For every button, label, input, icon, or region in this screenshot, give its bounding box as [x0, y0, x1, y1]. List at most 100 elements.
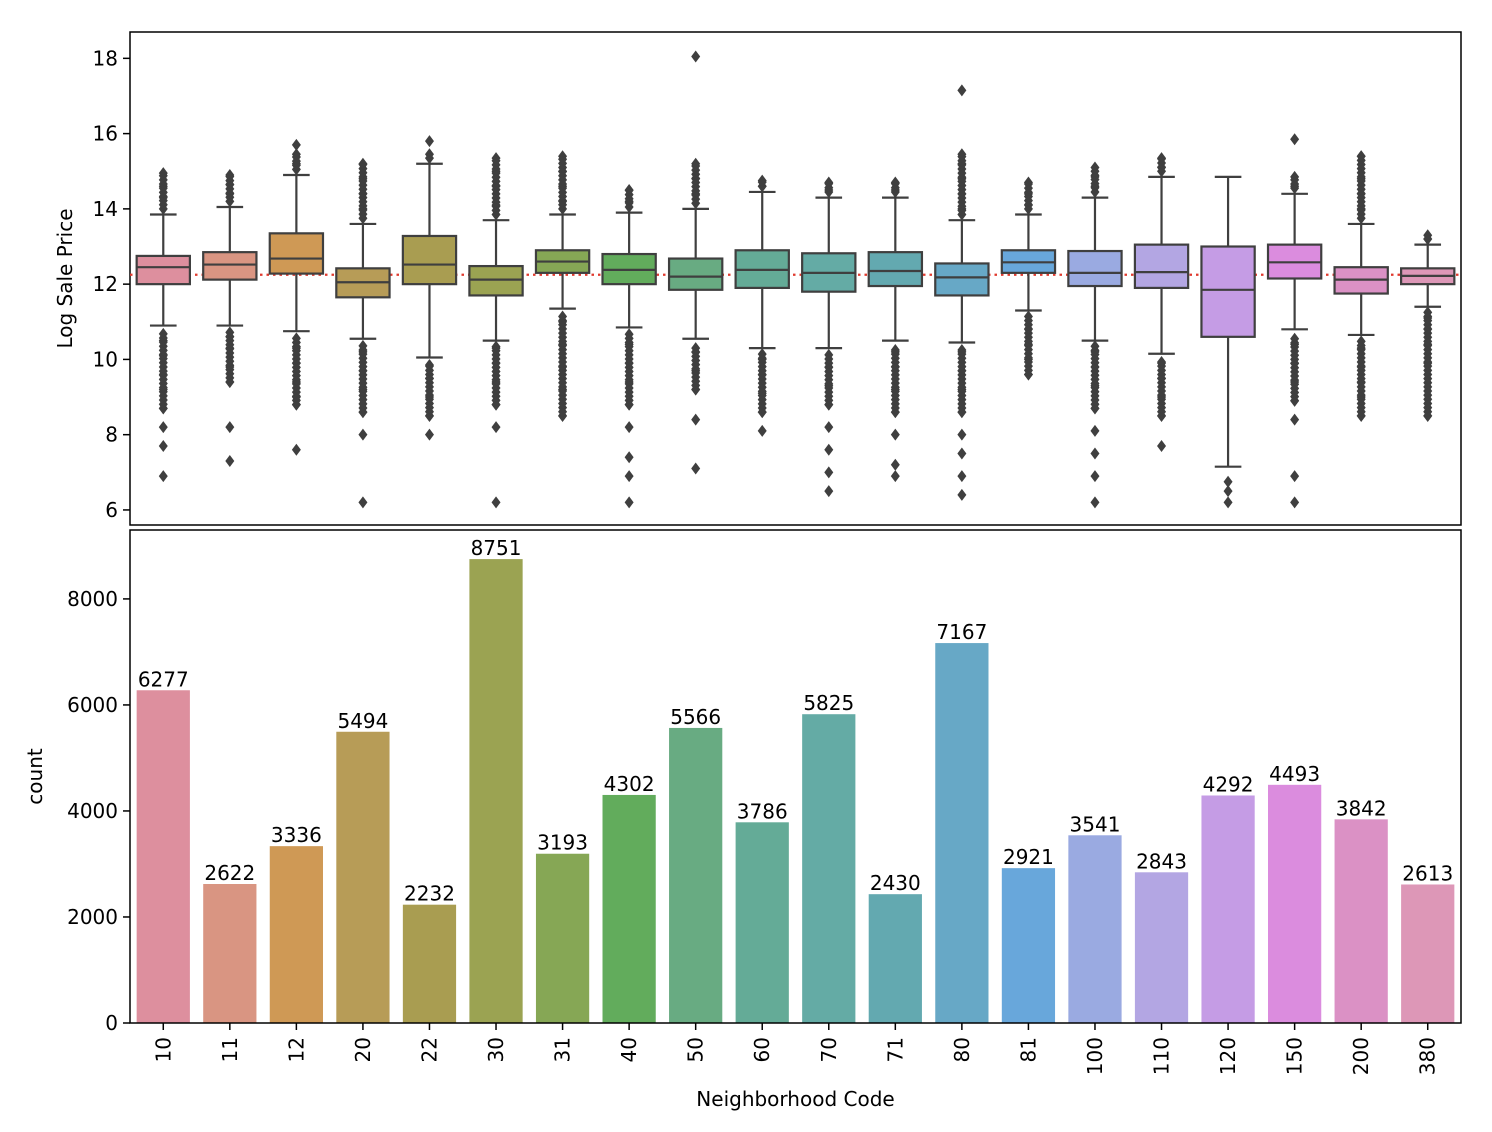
flier-low — [824, 421, 834, 434]
box-iqr — [468, 264, 524, 297]
barchart-x-tick-label: 10 — [151, 1037, 175, 1062]
barchart-y-tick-label: 6000 — [67, 693, 118, 717]
flier-low — [1223, 485, 1233, 498]
boxplot-y-tick-label: 16 — [93, 122, 118, 146]
flier-low — [491, 496, 501, 509]
flier-low — [1290, 470, 1300, 483]
flier-low — [624, 451, 634, 464]
barchart-x-tick-label: 31 — [551, 1037, 575, 1062]
flier-low — [1223, 475, 1233, 488]
flier-low — [491, 340, 501, 353]
flier-low — [1223, 496, 1233, 509]
flier-low — [1423, 306, 1433, 319]
flier-low — [957, 428, 967, 441]
flier-high — [1023, 178, 1033, 191]
flier-low — [225, 326, 235, 339]
box-iqr — [268, 232, 325, 275]
barchart-x-tick-label: 380 — [1416, 1037, 1440, 1075]
flier-high — [491, 154, 501, 167]
barchart-panel: 6277 2622 3336 5494 2232 8751 3193 4302 5566 3786… — [23, 529, 1462, 1111]
flier-high — [291, 150, 301, 163]
barchart-x-axis: 10 11 12 20 22 30 31 40 50 60 70 71 80 81 100 110 120 150… — [151, 1023, 1440, 1075]
flier-low — [158, 439, 168, 452]
flier-low — [824, 485, 834, 498]
box-100 — [1067, 161, 1123, 509]
flier-low — [225, 455, 235, 468]
bar-22 — [402, 904, 457, 1023]
box-50 — [667, 50, 724, 475]
flier-low — [691, 342, 701, 355]
bar-12 — [269, 846, 323, 1023]
flier-low — [558, 310, 568, 323]
barchart-x-tick-label: 200 — [1349, 1037, 1373, 1075]
flier-high — [424, 135, 434, 148]
barchart-x-tick-label: 22 — [417, 1037, 441, 1062]
bar-110 — [1134, 872, 1189, 1023]
flier-high — [1090, 165, 1100, 178]
box-iqr — [667, 257, 724, 291]
barchart-x-tick-label: 60 — [750, 1037, 774, 1062]
flier-low — [1023, 310, 1033, 323]
barchart-x-tick-label: 40 — [617, 1037, 641, 1062]
flier-high — [824, 177, 834, 190]
flier-low — [824, 348, 834, 361]
flier-high — [424, 152, 434, 165]
bar-31 — [535, 853, 590, 1023]
bar-11 — [203, 884, 257, 1023]
flier-low — [824, 466, 834, 479]
flier-high — [957, 84, 967, 97]
barchart-y-tick-label: 0 — [105, 1011, 118, 1035]
bar-value-label: 5566 — [670, 705, 721, 729]
box-iqr — [401, 234, 458, 286]
flier-low — [424, 360, 434, 373]
flier-low — [1157, 356, 1167, 369]
bar-10 — [136, 690, 190, 1023]
barchart-x-tick-label: 11 — [218, 1037, 242, 1062]
flier-low — [624, 496, 634, 509]
boxplot-y-tick-label: 6 — [105, 498, 118, 522]
flier-low — [957, 470, 967, 483]
barchart-x-tick-label: 81 — [1016, 1037, 1040, 1062]
barchart-x-tick-label: 50 — [684, 1037, 708, 1062]
flier-low — [824, 443, 834, 456]
boxplot-y-tick-label: 8 — [105, 423, 118, 447]
flier-low — [1290, 332, 1300, 345]
box-81 — [1000, 176, 1057, 381]
bar-value-label: 6277 — [138, 667, 189, 691]
flier-high — [1157, 152, 1167, 165]
bar-20 — [336, 731, 390, 1023]
flier-low — [890, 428, 900, 441]
boxplot-y-tick-label: 18 — [93, 46, 118, 70]
box-20 — [335, 157, 391, 509]
flier-low — [890, 470, 900, 483]
box-80 — [934, 84, 990, 501]
box-iqr — [934, 262, 990, 297]
box-71 — [867, 176, 924, 483]
flier-low — [158, 470, 168, 483]
barchart-y-axis: 0 2000 4000 6000 8000 — [67, 587, 130, 1035]
boxplot-panel: 6 8 10 12 14 16 18 Log Sale Price — [53, 31, 1462, 526]
bar-value-label: 5825 — [803, 691, 854, 715]
barchart-x-tick-label: 120 — [1216, 1037, 1240, 1075]
bar-71 — [868, 894, 922, 1023]
flier-low — [1090, 496, 1100, 509]
flier-low — [158, 327, 168, 340]
bar-value-label: 4302 — [604, 772, 655, 796]
box-200 — [1333, 150, 1389, 422]
flier-high — [158, 169, 168, 182]
bar-70 — [802, 714, 856, 1023]
flier-low — [358, 496, 368, 509]
box-22 — [401, 135, 458, 441]
flier-low — [358, 339, 368, 352]
flier-low — [158, 421, 168, 434]
flier-low — [957, 344, 967, 357]
flier-low — [225, 421, 235, 434]
barchart-x-tick-label: 80 — [950, 1037, 974, 1062]
barchart-x-tick-label: 30 — [484, 1037, 508, 1062]
flier-high — [1290, 133, 1300, 146]
flier-high — [1423, 232, 1433, 245]
box-12 — [268, 138, 325, 456]
flier-low — [757, 348, 767, 361]
flier-high — [1356, 150, 1366, 163]
